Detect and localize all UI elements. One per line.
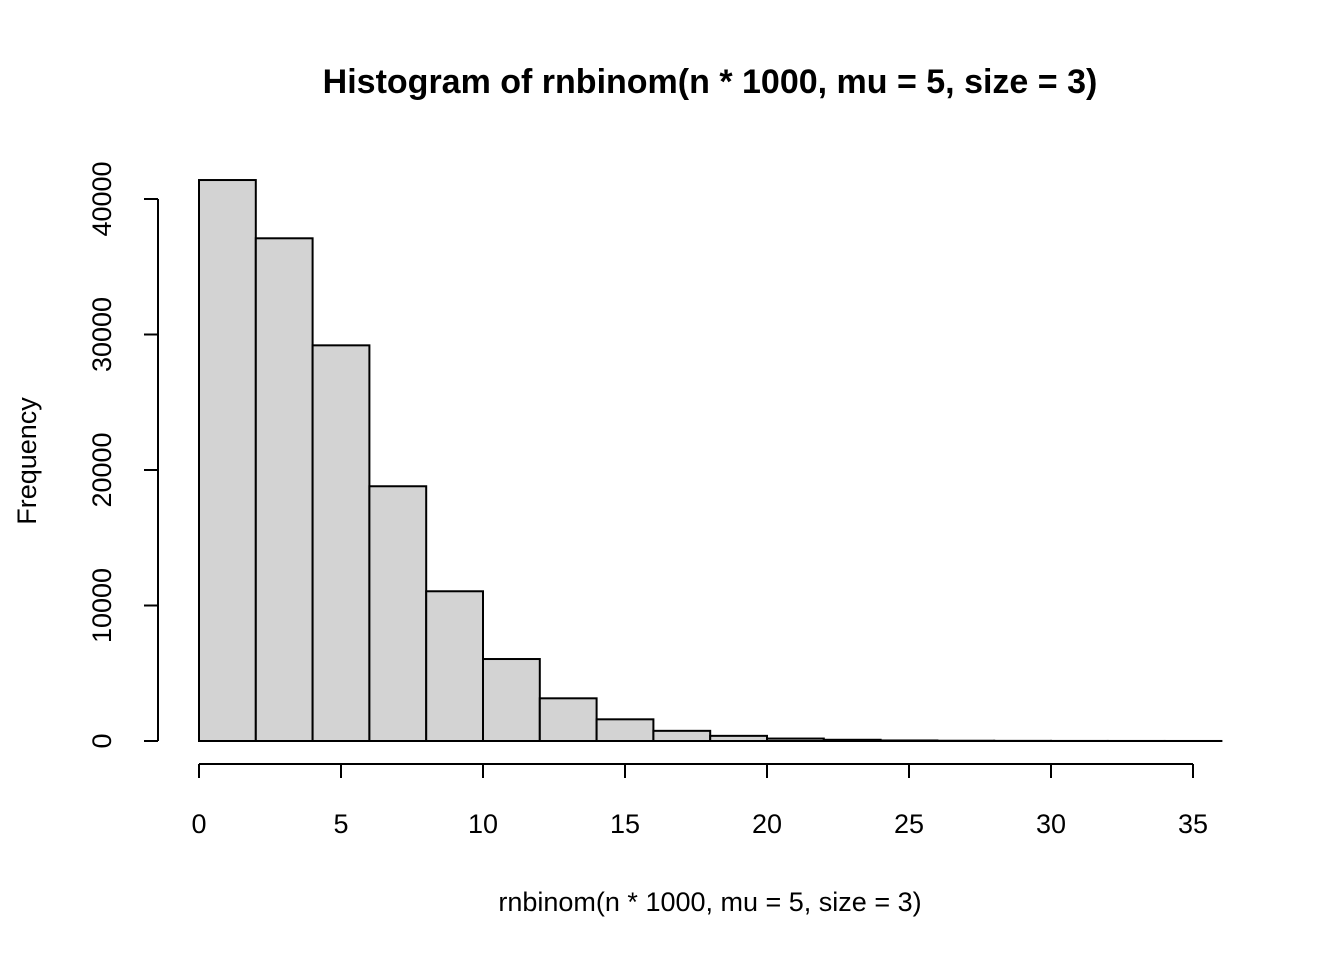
y-tick-label: 30000 (87, 297, 117, 372)
histogram-bar (595, 718, 655, 743)
x-tick-label: 0 (191, 809, 206, 839)
x-tick-label: 35 (1178, 809, 1208, 839)
y-axis: 0 10000 20000 30000 40000 (87, 161, 159, 749)
x-tick-label: 25 (894, 809, 924, 839)
x-axis-label: rnbinom(n * 1000, mu = 5, size = 3) (498, 887, 921, 917)
histogram-bar (538, 697, 598, 743)
histogram-bar (425, 590, 485, 743)
histogram-bar (198, 179, 257, 742)
x-tick-label: 30 (1036, 809, 1066, 839)
x-tick-label: 20 (752, 809, 782, 839)
x-tick-label: 15 (610, 809, 640, 839)
chart-title: Histogram of rnbinom(n * 1000, mu = 5, s… (323, 63, 1098, 101)
y-tick-label: 10000 (87, 568, 117, 643)
y-tick-label: 20000 (87, 432, 117, 507)
x-axis: 0 5 10 15 20 25 30 35 (191, 763, 1208, 839)
y-axis-label: Frequency (12, 397, 42, 525)
histogram-bar (482, 658, 541, 743)
x-tick-label: 5 (333, 809, 348, 839)
histogram-bar (368, 485, 428, 743)
y-tick-label: 0 (87, 733, 117, 748)
y-tick-label: 40000 (87, 161, 117, 236)
histogram-bar (254, 237, 314, 742)
histogram-bar (652, 729, 712, 743)
histogram-bar (311, 344, 371, 742)
x-tick-label: 10 (468, 809, 498, 839)
bars (198, 179, 1223, 743)
